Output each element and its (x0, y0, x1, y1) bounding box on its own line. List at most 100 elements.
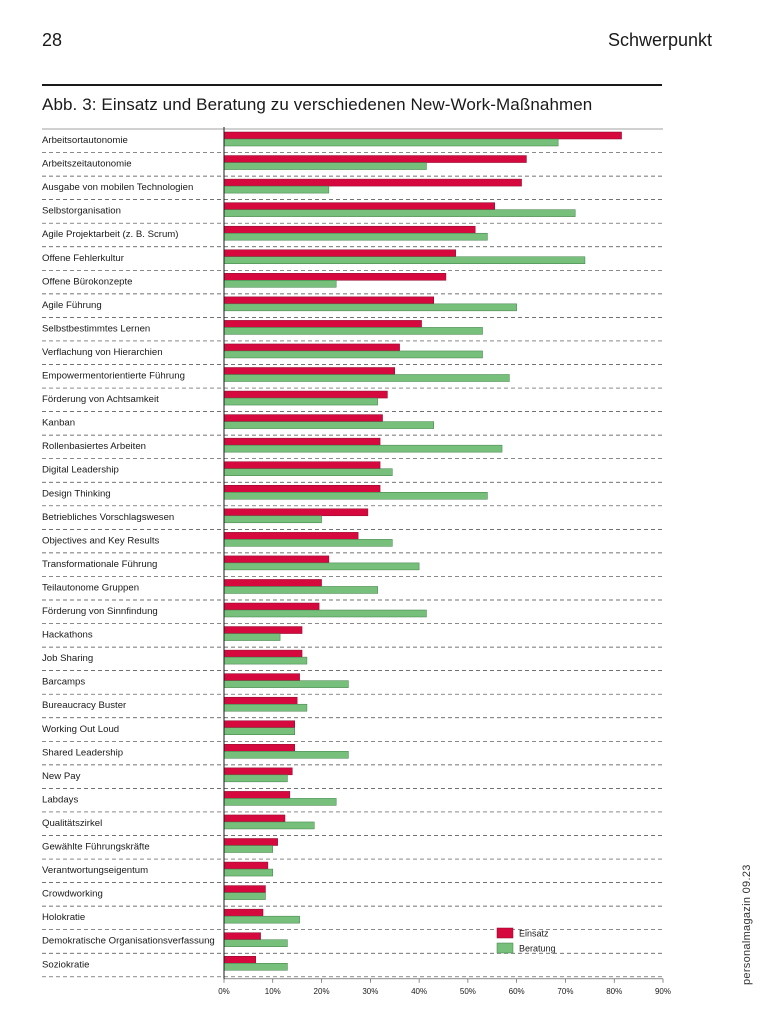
category-label: Shared Leadership (42, 747, 123, 758)
bar-einsatz (223, 414, 383, 422)
category-label: Selbstbestimmtes Lernen (42, 323, 150, 334)
bar-beratung (223, 939, 288, 947)
bar-einsatz (223, 602, 320, 611)
bar-einsatz (223, 437, 381, 446)
bar-beratung (223, 209, 576, 217)
figure-title: Abb. 3: Einsatz und Beratung zu verschie… (42, 95, 593, 114)
bar-einsatz (223, 178, 522, 187)
bar-einsatz (223, 579, 322, 587)
category-label: Bureaucracy Buster (42, 700, 127, 711)
bar-beratung (223, 280, 337, 288)
bar-einsatz (223, 155, 527, 163)
bar-beratung (223, 774, 288, 783)
bar-beratung (223, 303, 517, 312)
bar-einsatz (223, 225, 476, 234)
bar-beratung (223, 586, 378, 594)
category-label: Transformationale Führung (42, 559, 157, 570)
category-label: Ausgabe von mobilen Technologien (42, 182, 193, 193)
bar-einsatz (223, 696, 298, 705)
bar-einsatz (223, 532, 359, 540)
legend-swatch-beratung (496, 942, 514, 954)
category-label: Selbstorganisation (42, 206, 121, 217)
category-label: Rollenbasiertes Arbeiten (42, 441, 146, 452)
bar-beratung (223, 868, 274, 877)
bar-einsatz (223, 885, 266, 893)
bar-beratung (223, 680, 349, 688)
category-label: Labdays (42, 794, 78, 805)
bar-einsatz (223, 720, 295, 728)
category-label: Qualitätszirkel (42, 818, 102, 829)
category-label: Hackathons (42, 630, 93, 641)
category-label: Working Out Loud (42, 724, 119, 735)
category-label: Gewählte Führungskräfte (42, 842, 150, 853)
bar-beratung (223, 633, 281, 641)
bar-einsatz (223, 485, 381, 493)
x-tick-label: 50% (460, 987, 476, 996)
bar-einsatz (223, 649, 303, 658)
bar-einsatz (223, 814, 286, 823)
bar-einsatz (223, 744, 295, 752)
bar-einsatz (223, 861, 269, 870)
bar-einsatz (223, 296, 434, 305)
x-tick-label: 70% (557, 987, 573, 996)
bar-einsatz (223, 626, 303, 634)
x-tick-label: 80% (606, 987, 622, 996)
bar-einsatz (223, 791, 291, 799)
bar-beratung (223, 232, 488, 241)
bar-beratung (223, 915, 300, 924)
page-number: 28 (42, 30, 63, 50)
header-rule (42, 84, 662, 86)
x-tick-label: 90% (655, 987, 671, 996)
bar-beratung (223, 374, 510, 382)
bar-einsatz (223, 367, 395, 375)
legend-swatch-einsatz (496, 927, 514, 939)
x-tick-label: 10% (265, 987, 281, 996)
bar-beratung (223, 444, 503, 453)
x-tick-label: 0% (218, 987, 230, 996)
bar-einsatz (223, 932, 261, 940)
legend-label-beratung: Beratung (519, 944, 556, 954)
bar-beratung (223, 539, 393, 547)
category-label: Kanban (42, 418, 75, 429)
bar-einsatz (223, 838, 278, 846)
bar-beratung (223, 656, 308, 665)
bar-beratung (223, 421, 434, 429)
category-label: Offene Bürokonzepte (42, 276, 133, 287)
bar-einsatz (223, 673, 300, 681)
bar-beratung (223, 515, 322, 524)
category-label: Holokratie (42, 912, 85, 923)
bar-beratung (223, 845, 274, 853)
category-label: Soziokratie (42, 959, 89, 970)
x-tick-label: 20% (314, 987, 330, 996)
bar-einsatz (223, 508, 369, 517)
x-tick-label: 30% (362, 987, 378, 996)
bar-beratung (223, 963, 288, 971)
bar-beratung (223, 703, 308, 712)
category-label: Arbeitszeitautonomie (42, 159, 132, 170)
bar-einsatz (223, 908, 264, 917)
category-label: Teilautonome Gruppen (42, 582, 139, 593)
category-label: Agile Führung (42, 300, 102, 311)
bar-beratung (223, 492, 488, 500)
bar-einsatz (223, 390, 388, 399)
bar-beratung (223, 162, 427, 170)
bar-einsatz (223, 131, 622, 140)
bar-beratung (223, 256, 586, 264)
bar-beratung (223, 350, 483, 359)
bar-beratung (223, 751, 349, 759)
bar-einsatz (223, 202, 495, 210)
bar-beratung (223, 798, 337, 806)
category-label: Betriebliches Vorschlagswesen (42, 512, 174, 523)
bar-beratung (223, 397, 378, 406)
category-label: Förderung von Sinnfindung (42, 606, 158, 617)
category-label: Offene Fehlerkultur (42, 253, 125, 264)
category-label: Crowdworking (42, 889, 103, 900)
category-label: Arbeitsortautonomie (42, 135, 128, 146)
category-label: Barcamps (42, 677, 85, 688)
bar-beratung (223, 821, 315, 830)
bar-beratung (223, 327, 483, 335)
legend-label-einsatz: Einsatz (519, 929, 549, 939)
bar-einsatz (223, 320, 422, 328)
bar-einsatz (223, 555, 330, 564)
